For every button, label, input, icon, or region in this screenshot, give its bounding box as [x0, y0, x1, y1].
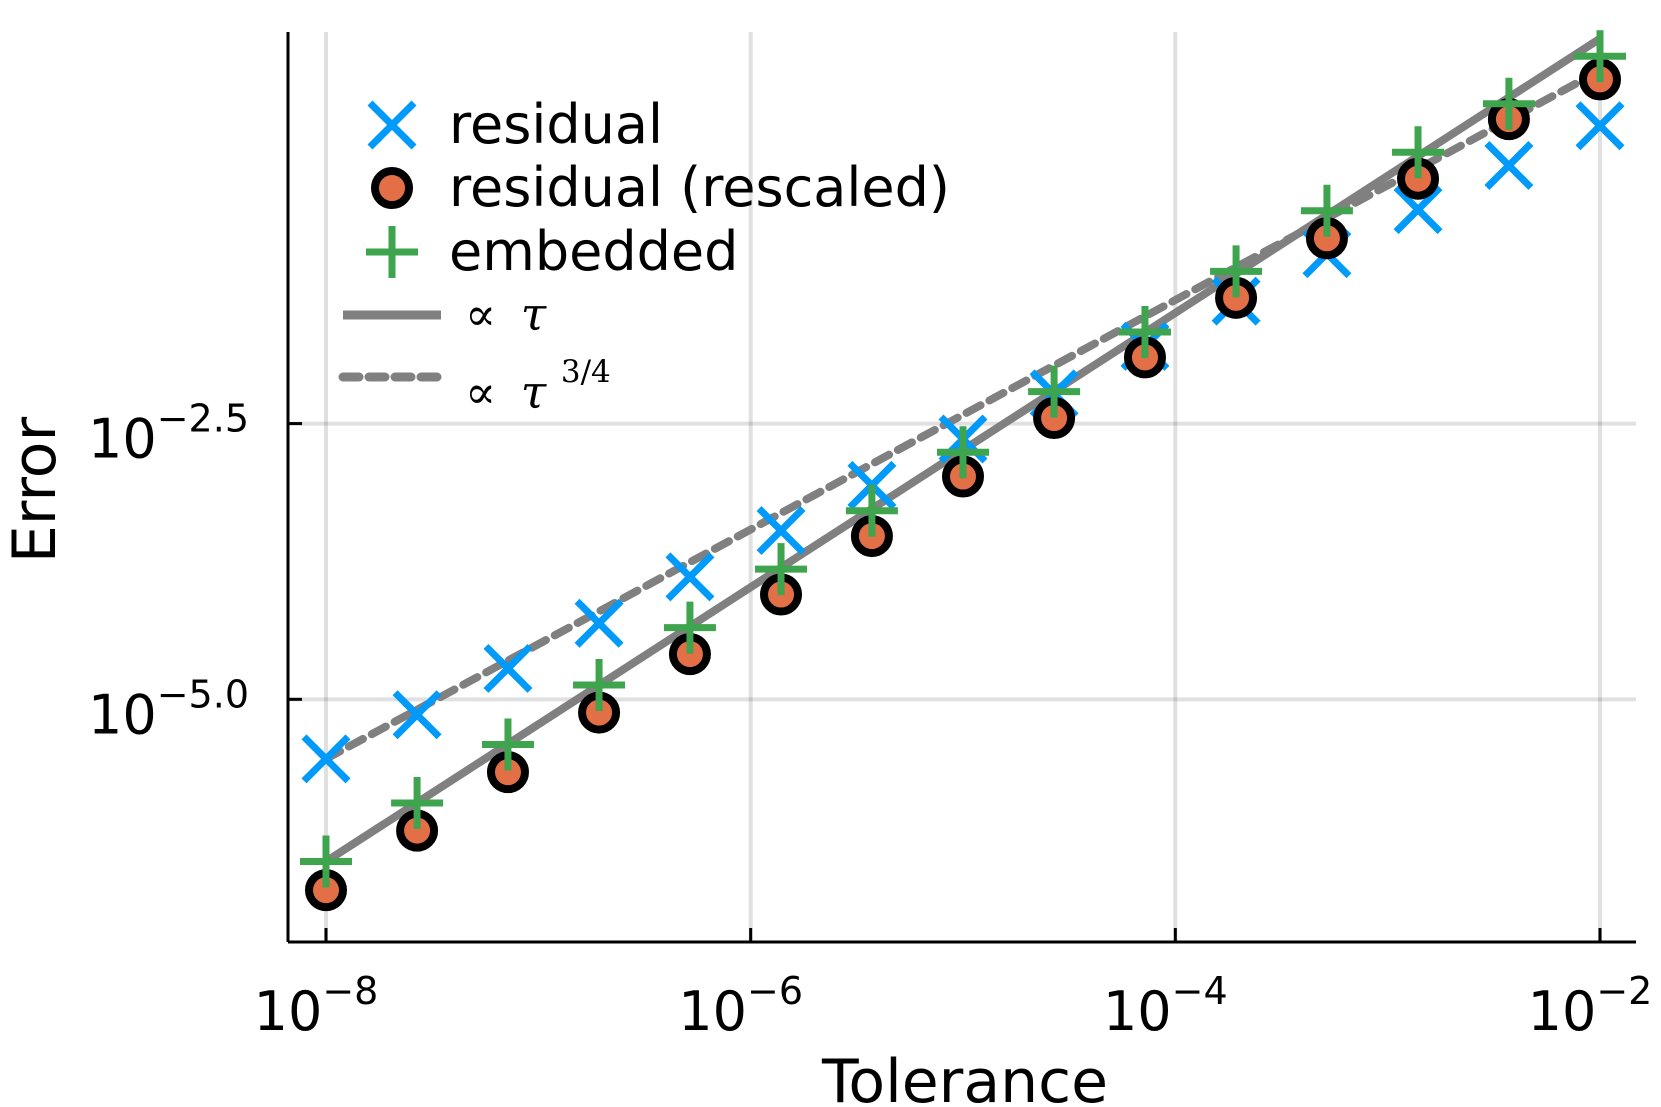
legend-label: residual: [449, 93, 663, 156]
legend-marker-x: [367, 100, 417, 150]
y-tick-label: 10−2.5: [88, 397, 249, 471]
legend-item-embedded: embedded: [366, 220, 738, 283]
x-tick-label: 10−8: [254, 969, 379, 1043]
series-plus: [300, 30, 1626, 888]
data-point-x: [483, 643, 533, 693]
x-axis-title: Tolerance: [821, 1047, 1108, 1107]
data-point-x: [301, 734, 351, 784]
legend-marker-plus: [366, 226, 418, 278]
x-stroke: [1484, 140, 1534, 190]
legend: residual residual (rescaled) embedded ∝ …: [338, 93, 950, 419]
data-point-x: [392, 690, 442, 740]
tau-symbol: τ: [521, 365, 548, 419]
legend-marker-circle: [371, 167, 413, 209]
tick-labels: 10−8 10−6 10−4 10−210−2.510−5.0: [88, 397, 1652, 1043]
axes: [286, 32, 1636, 944]
tick-base: 10: [1528, 980, 1597, 1043]
legend-symbol-plus: [366, 226, 418, 278]
tick-base: 10: [1103, 980, 1172, 1043]
reference-line-three-quarters: [322, 66, 1604, 763]
data-point-plus: [663, 601, 716, 654]
data-point-plus: [573, 658, 626, 711]
exponent-three-quarters: 3/4: [561, 354, 611, 390]
data-point-x: [1393, 185, 1443, 235]
x-stroke: [1393, 185, 1443, 235]
x-tick-label: 10−4: [1103, 969, 1228, 1043]
data-point-plus: [391, 777, 444, 830]
data-point-plus: [1482, 77, 1535, 130]
x-tick-label: 10−2: [1528, 969, 1653, 1043]
tick-exponent: −2.5: [157, 397, 249, 441]
data-point-plus: [1028, 365, 1081, 418]
y-tick-label: 10−5.0: [88, 672, 249, 746]
legend-symbol-circle: [371, 167, 413, 209]
data-point-plus: [1300, 184, 1353, 237]
proportional-symbol: ∝: [465, 365, 496, 419]
data-point-plus: [481, 718, 534, 771]
proportional-symbol: ∝: [465, 287, 496, 341]
legend-label-proportional-tau-three-quarters: ∝ τ 3/4: [465, 354, 611, 419]
data-point-plus: [1574, 30, 1626, 83]
tick-exponent: −2: [1596, 969, 1652, 1013]
x-stroke: [665, 552, 715, 602]
tick-base: 10: [254, 980, 323, 1043]
legend-label: residual (rescaled): [449, 156, 950, 219]
legend-item-proportional-tau-three-quarters: ∝ τ 3/4: [338, 354, 611, 419]
x-stroke: [392, 690, 442, 740]
data-point-plus: [1118, 306, 1171, 359]
x-stroke: [756, 506, 806, 556]
data-point-x: [574, 598, 624, 648]
legend-label-proportional-tau: ∝ τ: [465, 287, 548, 341]
tick-base: 10: [678, 980, 747, 1043]
data-markers: [300, 30, 1626, 912]
tick-base: 10: [88, 408, 157, 471]
tick-exponent: −6: [747, 969, 803, 1013]
data-point-x: [1575, 101, 1625, 151]
data-point-plus: [1210, 245, 1263, 298]
legend-item-residual-rescaled: residual (rescaled): [371, 156, 950, 219]
legend-item-residual: residual: [367, 93, 663, 156]
data-point-x: [665, 552, 715, 602]
y-axis-title: Error: [0, 417, 70, 564]
data-point-plus: [300, 835, 352, 888]
x-stroke: [574, 598, 624, 648]
data-point-plus: [755, 543, 808, 596]
x-stroke: [301, 734, 351, 784]
data-point-plus: [1392, 126, 1445, 179]
data-point-x: [1484, 140, 1534, 190]
x-stroke: [483, 643, 533, 693]
tick-base: 10: [88, 683, 157, 746]
tick-exponent: −4: [1172, 969, 1228, 1013]
grid: [288, 32, 1636, 942]
legend-item-proportional-tau: ∝ τ: [343, 287, 548, 341]
data-point-x: [756, 506, 806, 556]
tick-exponent: −8: [322, 969, 378, 1013]
x-stroke: [367, 100, 417, 150]
x-tick-label: 10−6: [678, 969, 803, 1043]
x-stroke: [1575, 101, 1625, 151]
tau-symbol: τ: [521, 287, 548, 341]
legend-label: embedded: [449, 220, 738, 283]
tick-exponent: −5.0: [157, 672, 249, 716]
data-point-plus: [937, 426, 989, 479]
data-point-plus: [845, 484, 898, 537]
legend-symbol-x: [367, 100, 417, 150]
